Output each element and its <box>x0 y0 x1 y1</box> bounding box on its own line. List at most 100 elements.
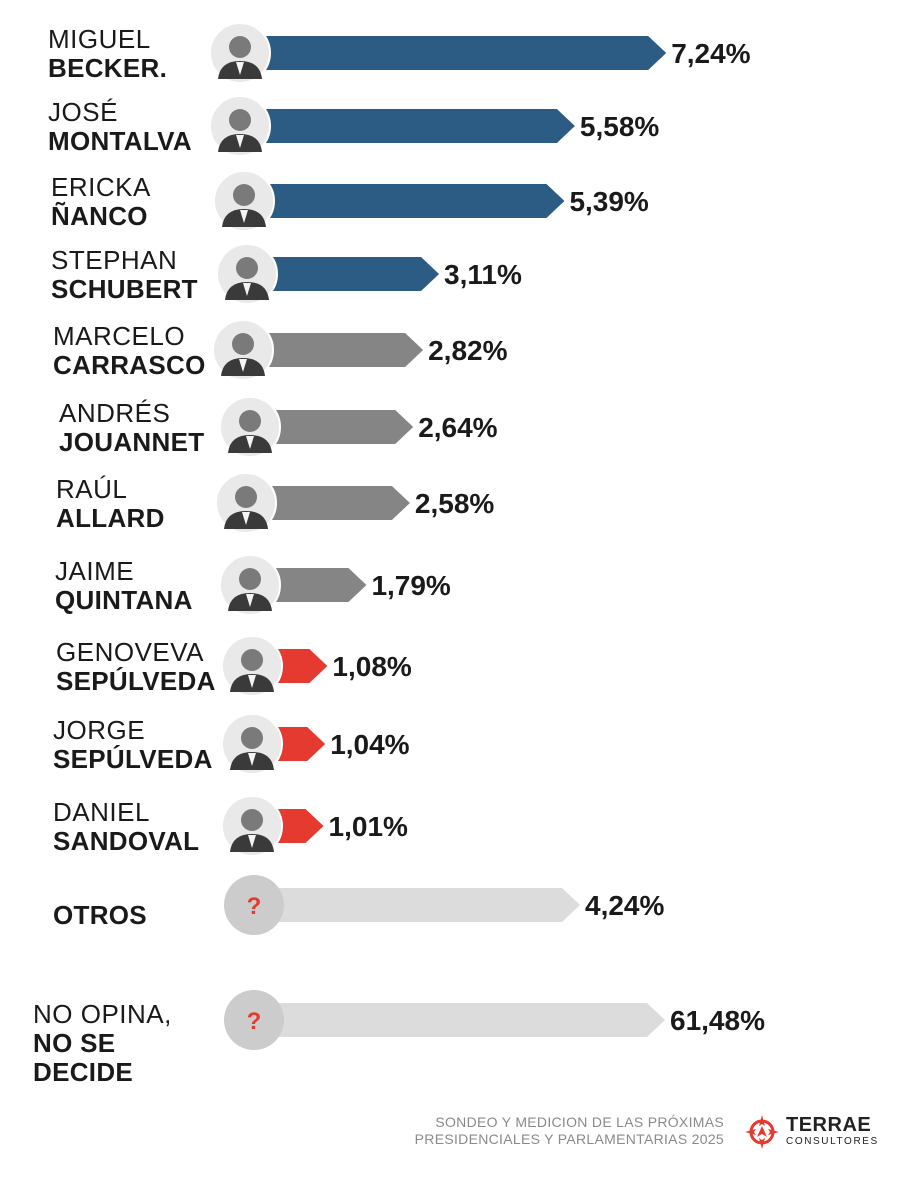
person-avatar <box>221 795 283 857</box>
person-avatar <box>219 396 281 458</box>
value-label: 7,24% <box>671 38 750 69</box>
question-mark-icon: ? <box>247 1008 262 1035</box>
value-label: 5,39% <box>569 186 648 217</box>
footer-line-2: PRESIDENCIALES Y PARLAMENTARIAS 2025 <box>414 1131 724 1147</box>
avatar-shirt <box>246 594 254 607</box>
avatar-head <box>241 727 263 749</box>
question-avatar <box>224 875 284 935</box>
brand-name: TERRAE <box>786 1114 872 1136</box>
avatar-shirt <box>246 436 254 449</box>
avatar-head <box>236 257 258 279</box>
question-mark-icon: ? <box>247 893 262 920</box>
bar <box>257 257 440 291</box>
bar <box>260 410 414 444</box>
candidate-last-name: DECIDE <box>33 1057 133 1087</box>
bar <box>254 1003 665 1037</box>
candidate-last-name: QUINTANA <box>55 585 193 615</box>
bar <box>254 888 580 922</box>
avatar-head <box>229 36 251 58</box>
value-label: 5,58% <box>580 111 659 142</box>
footer-line-1: SONDEO Y MEDICION DE LAS PRÓXIMAS <box>435 1114 724 1130</box>
avatar-shirt <box>236 135 244 148</box>
value-label: 2,82% <box>428 335 507 366</box>
avatar-head <box>232 333 254 355</box>
candidate-last-name: SEPÚLVEDA <box>53 744 213 774</box>
person-avatar <box>219 554 281 616</box>
value-label: 1,08% <box>332 651 411 682</box>
avatar-head <box>233 184 255 206</box>
person-avatar <box>213 170 275 232</box>
candidate-last-name: CARRASCO <box>53 350 206 380</box>
avatar-shirt <box>248 675 256 688</box>
avatar-shirt <box>240 210 248 223</box>
candidate-last-name: SANDOVAL <box>53 826 199 856</box>
candidate-first-name: NO OPINA, <box>33 999 172 1029</box>
avatar-head <box>241 649 263 671</box>
bar <box>253 333 424 367</box>
person-avatar <box>215 472 277 534</box>
candidate-first-name: ERICKA <box>51 172 151 202</box>
value-label: 1,01% <box>329 811 408 842</box>
candidate-last-name: NO SE <box>33 1028 115 1058</box>
person-avatar <box>209 95 271 157</box>
candidate-first-name: MIGUEL <box>48 24 151 54</box>
avatar-head <box>229 109 251 131</box>
candidate-last-name: OTROS <box>53 900 147 930</box>
candidate-first-name: JOSÉ <box>48 97 118 127</box>
candidate-last-name: MONTALVA <box>48 126 192 156</box>
value-label: 2,64% <box>418 412 497 443</box>
question-avatar <box>224 990 284 1050</box>
candidate-first-name: MARCELO <box>53 321 185 351</box>
candidate-first-name: GENOVEVA <box>56 637 204 667</box>
person-avatar <box>216 243 278 305</box>
bar <box>250 36 667 70</box>
avatar-head <box>241 809 263 831</box>
bar <box>254 184 565 218</box>
candidate-last-name: SCHUBERT <box>51 274 198 304</box>
avatar-shirt <box>248 835 256 848</box>
candidate-last-name: ÑANCO <box>51 201 148 231</box>
person-avatar <box>221 713 283 775</box>
avatar-head <box>239 410 261 432</box>
person-avatar <box>209 22 271 84</box>
brand-sub: CONSULTORES <box>786 1136 879 1147</box>
value-label: 1,79% <box>371 570 450 601</box>
candidate-last-name: JOUANNET <box>59 427 204 457</box>
avatar-shirt <box>242 512 250 525</box>
value-label: 4,24% <box>585 890 664 921</box>
candidate-first-name: JORGE <box>53 715 145 745</box>
compass-icon <box>745 1115 779 1149</box>
avatar-shirt <box>243 283 251 296</box>
avatar-head <box>235 486 257 508</box>
candidate-first-name: RAÚL <box>56 474 127 504</box>
value-label: 2,58% <box>415 488 494 519</box>
avatar-head <box>239 568 261 590</box>
bar <box>260 568 367 602</box>
candidate-last-name: SEPÚLVEDA <box>56 666 216 696</box>
candidate-first-name: STEPHAN <box>51 245 177 275</box>
person-avatar <box>221 635 283 697</box>
terrae-logo: TERRAE CONSULTORES <box>744 1112 884 1152</box>
chart-row: ? OTROS 4,24% <box>53 875 664 935</box>
avatar-shirt <box>248 753 256 766</box>
avatar-shirt <box>236 62 244 75</box>
value-label: 1,04% <box>330 729 409 760</box>
bar <box>250 109 575 143</box>
footer-caption: SONDEO Y MEDICION DE LAS PRÓXIMAS PRESID… <box>415 1114 724 1148</box>
candidate-first-name: DANIEL <box>53 797 150 827</box>
candidate-last-name: ALLARD <box>56 503 165 533</box>
bar <box>256 486 410 520</box>
